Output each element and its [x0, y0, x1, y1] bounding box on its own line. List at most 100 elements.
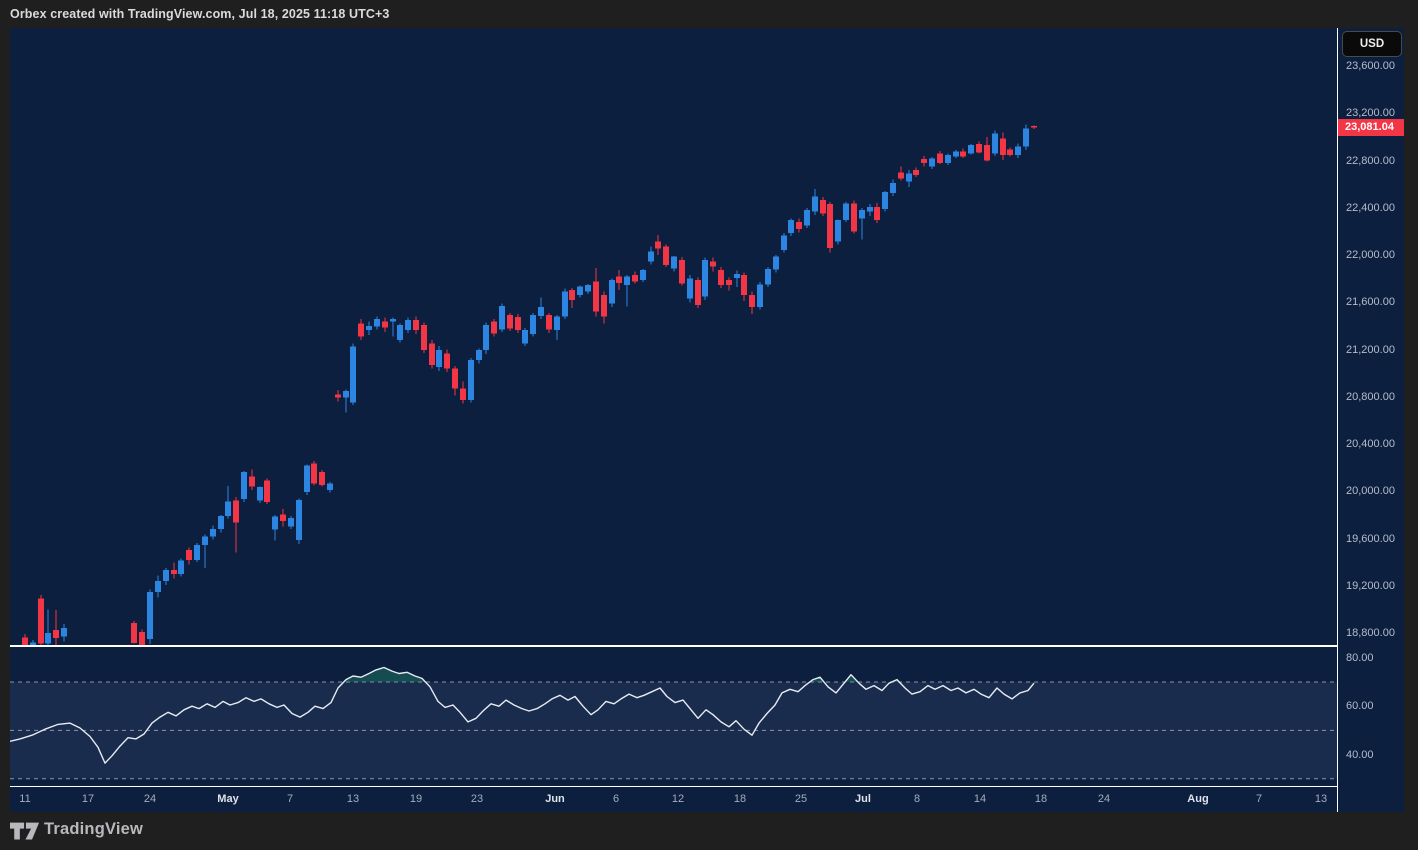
time-axis-label: 25	[779, 793, 823, 805]
candle-body	[835, 220, 841, 242]
time-axis-month-label: Aug	[1176, 793, 1220, 805]
candle-body	[264, 480, 270, 502]
candle-body	[984, 145, 990, 161]
candle-body	[937, 153, 943, 163]
candle-body	[374, 319, 380, 327]
candle-body	[648, 252, 654, 262]
candle-body	[358, 323, 364, 336]
time-axis-label: 23	[455, 793, 499, 805]
candle-body	[304, 465, 310, 492]
candle-body	[327, 484, 333, 491]
pane-separator-top[interactable]	[10, 645, 1404, 647]
candle-body	[178, 560, 184, 574]
candle-body	[390, 319, 396, 322]
price-tick-label: 19,600.00	[1346, 532, 1395, 546]
candle-body	[867, 207, 873, 211]
time-axis-label: 24	[1082, 793, 1126, 805]
candle-body	[1000, 138, 1006, 155]
candle-body	[53, 630, 59, 638]
candle-body	[530, 315, 536, 334]
currency-button[interactable]: USD	[1342, 31, 1402, 57]
candle-body	[85, 668, 91, 681]
candles	[22, 125, 1037, 697]
price-rsi-plot[interactable]	[10, 28, 1337, 812]
time-axis-month-label: May	[206, 793, 250, 805]
candle-body	[757, 285, 763, 307]
candle-body	[397, 325, 403, 340]
candle-body	[812, 197, 818, 212]
candle-body	[444, 353, 450, 368]
candle-body	[874, 207, 880, 220]
price-tick-label: 20,000.00	[1346, 484, 1395, 498]
tradingview-wordmark[interactable]: TradingView	[44, 820, 143, 839]
candle-body	[882, 192, 888, 209]
candle-body	[773, 256, 779, 269]
candle-body	[687, 278, 693, 298]
price-axis[interactable]: USD 23,600.0023,200.0022,800.0022,400.00…	[1337, 28, 1404, 812]
candle-body	[499, 306, 505, 329]
candle-body	[311, 464, 317, 484]
rsi-tick-label: 80.00	[1346, 651, 1374, 665]
candle-body	[945, 155, 951, 163]
time-axis-label: 18	[718, 793, 762, 805]
candle-body	[569, 290, 575, 300]
time-axis-month-label: Jul	[841, 793, 885, 805]
candle-body	[671, 257, 677, 269]
candle-body	[413, 320, 419, 330]
candle-body	[131, 623, 137, 643]
candle-body	[77, 661, 83, 668]
price-tick-label: 20,800.00	[1346, 390, 1395, 404]
chart-area: USD 23,600.0023,200.0022,800.0022,400.00…	[10, 28, 1404, 812]
candle-body	[468, 360, 474, 400]
candle-body	[257, 487, 263, 500]
candle-body	[343, 391, 349, 398]
candle-body	[820, 200, 826, 213]
candle-body	[929, 158, 935, 166]
price-tick-label: 23,600.00	[1346, 59, 1395, 73]
time-axis[interactable]: 111724May7131923Jun6121825Jul8141824Aug7…	[10, 787, 1337, 812]
candle-body	[632, 275, 638, 282]
candle-body	[953, 152, 959, 157]
candle-body	[960, 152, 966, 157]
candle-body	[616, 277, 622, 284]
candle-body	[335, 394, 341, 397]
tradingview-logo-icon[interactable]	[10, 820, 40, 842]
candle-body	[968, 145, 974, 153]
candle-body	[45, 633, 51, 644]
candle-body	[804, 210, 810, 226]
candle-body	[61, 628, 67, 636]
time-axis-label: 14	[958, 793, 1002, 805]
last-price-badge: 23,081.04	[1338, 119, 1404, 136]
candle-body	[734, 274, 740, 278]
price-tick-label: 21,600.00	[1346, 295, 1395, 309]
price-tick-label: 22,800.00	[1346, 154, 1395, 168]
candle-body	[452, 368, 458, 388]
candle-body	[859, 210, 865, 218]
candle-body	[577, 287, 583, 295]
candle-body	[898, 172, 904, 178]
candle-body	[38, 599, 44, 644]
rsi-tick-label: 60.00	[1346, 699, 1374, 713]
candle-body	[249, 477, 255, 487]
candle-body	[702, 260, 708, 297]
time-axis-label: 24	[128, 793, 172, 805]
price-tick-label: 19,200.00	[1346, 579, 1395, 593]
time-axis-label: 17	[66, 793, 110, 805]
candle-body	[460, 389, 466, 401]
time-axis-label: 12	[656, 793, 700, 805]
time-axis-label: 8	[895, 793, 939, 805]
price-tick-label: 22,400.00	[1346, 201, 1395, 215]
candle-body	[280, 515, 286, 522]
candle-body	[429, 343, 435, 365]
candle-body	[436, 350, 442, 367]
price-tick-label: 20,400.00	[1346, 437, 1395, 451]
price-tick-label: 22,000.00	[1346, 248, 1395, 262]
pane-separator-bottom[interactable]	[10, 786, 1404, 788]
candle-body	[741, 275, 747, 295]
candle-body	[562, 292, 568, 317]
price-tick-label: 18,800.00	[1346, 626, 1395, 640]
attribution-bar: Orbex created with TradingView.com, Jul …	[0, 0, 1418, 28]
candle-body	[116, 661, 122, 678]
candle-body	[139, 632, 145, 645]
candle-body	[601, 295, 607, 317]
